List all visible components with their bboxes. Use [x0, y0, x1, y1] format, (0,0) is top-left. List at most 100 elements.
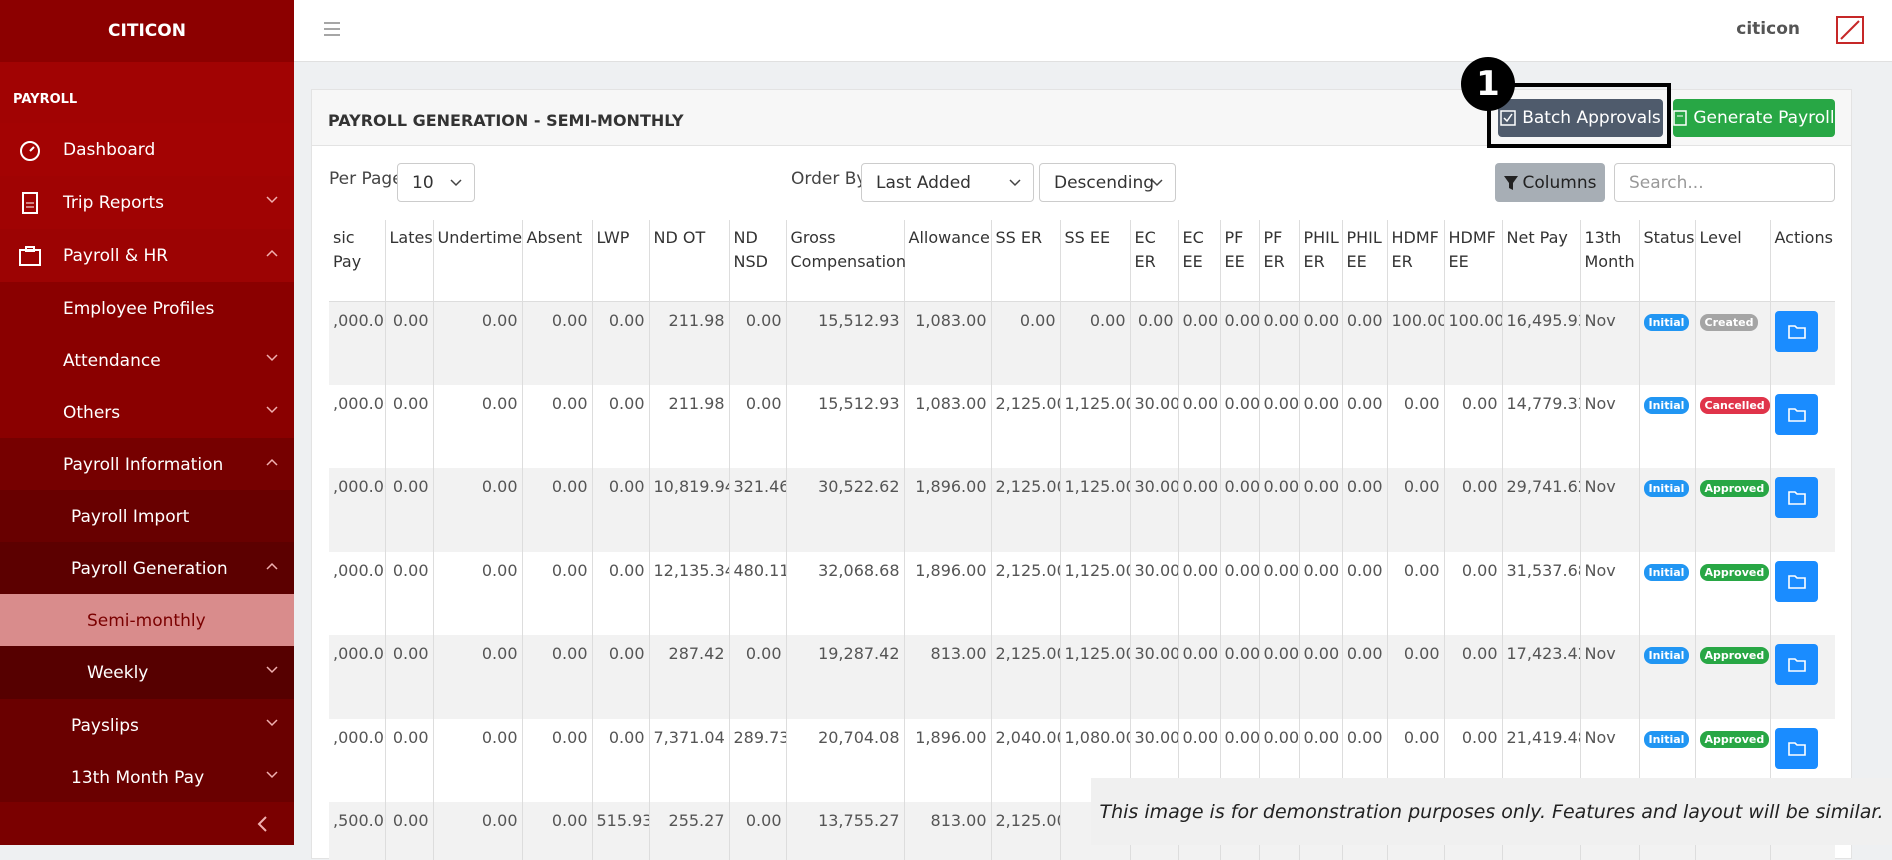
table-cell: 0.00	[521, 635, 592, 719]
brand[interactable]: CITICON	[0, 0, 294, 62]
table-cell: 13,755.27	[785, 802, 904, 860]
table-cell: ,000.00	[333, 393, 385, 413]
batch-approvals-button[interactable]: Batch Approvals	[1498, 99, 1663, 137]
table-cell: 0.00	[432, 551, 522, 635]
table-cell: 0.00	[1059, 301, 1130, 385]
nav-item[interactable]: Dashboard	[0, 123, 294, 176]
label: Employee Profiles	[63, 298, 215, 319]
open-button[interactable]	[1774, 560, 1818, 602]
table-cell: 0.00	[1177, 468, 1220, 552]
user-name[interactable]: citicon	[1736, 19, 1800, 39]
nav-item[interactable]: Payroll Generation	[0, 542, 294, 595]
level-badge: Approved	[1699, 730, 1770, 748]
table-cell: 2,125.00	[990, 635, 1060, 719]
table-cell: 0.00	[384, 551, 433, 635]
nav-item[interactable]: Payroll & HR	[0, 229, 294, 282]
placeholder: Search...	[1629, 172, 1704, 193]
table-cell: 15,512.93	[785, 301, 904, 385]
table-cell: 0.00	[1298, 635, 1342, 719]
chevron-up	[266, 249, 278, 257]
table-cell: 0.00	[728, 301, 786, 385]
nav-item[interactable]: Attendance	[0, 334, 294, 387]
table-cell: 0.00	[591, 468, 649, 552]
table-cell: 0.00	[521, 802, 592, 860]
sidebar: CITICON PAYROLL Dashboard Trip Reports P…	[0, 0, 294, 845]
status-badge: Initial	[1643, 563, 1690, 581]
table-cell: 1,125.00	[1059, 551, 1130, 635]
table-cell: 0.00	[1258, 301, 1299, 385]
table-cell: 0.00	[1258, 551, 1299, 635]
direction-select[interactable]: Descending	[1039, 163, 1176, 202]
table-cell: 0.00	[432, 718, 522, 802]
open-button[interactable]	[1774, 477, 1818, 518]
level-cell: Approved	[1694, 468, 1770, 552]
open-button[interactable]	[1774, 310, 1818, 352]
table-cell: 17,423.42	[1501, 635, 1580, 719]
table-cell: 0.00	[591, 635, 649, 719]
nav-item[interactable]: 13th Month Pay	[0, 751, 294, 804]
table-cell: 287.42	[648, 635, 729, 719]
table-cell: Nov	[1579, 301, 1639, 385]
status-badge: Initial	[1643, 480, 1690, 497]
level-badge: Approved	[1699, 480, 1770, 497]
column-header: sic Pay	[329, 220, 385, 302]
top-bar: citicon	[294, 0, 1892, 62]
label: Payroll & HR	[63, 245, 169, 266]
nav-item[interactable]: Weekly	[0, 646, 294, 699]
table-cell: Nov	[1579, 551, 1639, 635]
table-cell: 1,083.00	[903, 301, 991, 385]
open-button[interactable]	[1774, 393, 1818, 435]
table-cell: 2,125.00	[990, 802, 1060, 860]
nav-item[interactable]: Others	[0, 386, 294, 439]
table-cell: 0.00	[384, 468, 433, 552]
table-container: sic Pay Lates Undertime Absent LWP ND OT ND NS…	[329, 220, 1835, 860]
order-by-select[interactable]: Last Added	[861, 163, 1034, 202]
table-cell: 2,125.00	[990, 384, 1060, 468]
table-row: ,000.000.000.000.000.0012,135.34480.1132…	[329, 551, 1835, 635]
open-button[interactable]	[1774, 644, 1818, 685]
menu-toggle[interactable]	[324, 22, 340, 36]
column-header: ND NSD	[728, 220, 786, 302]
per-page-label: Per Page	[329, 169, 403, 189]
column-header: ND OT	[648, 220, 729, 302]
nav-item-active[interactable]: Semi-monthly	[0, 594, 294, 647]
column-header: HDMF ER	[1386, 220, 1444, 302]
folder-icon	[1787, 574, 1806, 589]
table-cell: 0.00	[1258, 384, 1299, 468]
level-cell: Approved	[1694, 635, 1770, 719]
table-cell: 12,135.34	[648, 551, 729, 635]
open-button[interactable]	[1774, 727, 1818, 769]
folder-icon	[1787, 407, 1806, 422]
nav-item[interactable]: Employee Profiles	[0, 282, 294, 335]
search-input[interactable]: Search...	[1614, 163, 1835, 202]
table-cell: 0.00	[1177, 301, 1220, 385]
folder-icon	[1787, 658, 1806, 672]
nav-item[interactable]: Payroll Information	[0, 438, 294, 491]
columns-button[interactable]: Columns	[1495, 163, 1605, 202]
user-avatar[interactable]	[1836, 16, 1864, 44]
table-cell: 2,040.00	[990, 718, 1060, 802]
actions-cell	[1769, 635, 1835, 719]
per-page-select[interactable]: 10	[397, 163, 475, 202]
nav-item[interactable]: Trip Reports	[0, 176, 294, 229]
nav-item[interactable]: Payroll Import	[0, 490, 294, 543]
table-cell: 0.00	[1341, 468, 1387, 552]
value: Last Added	[876, 172, 971, 193]
table-cell: Nov	[1579, 635, 1639, 719]
icon	[22, 192, 38, 214]
nav-item[interactable]: Payslips	[0, 699, 294, 752]
chevron-up	[266, 458, 278, 466]
table-cell: 0.00	[1258, 635, 1299, 719]
table-cell: 0.00	[1219, 551, 1259, 635]
table-cell: 0.00	[1386, 468, 1444, 552]
generate-payroll-button[interactable]: Generate Payroll	[1673, 99, 1835, 137]
chevron-down	[266, 406, 278, 414]
table-cell: 30.00	[1129, 468, 1178, 552]
table-cell: 1,125.00	[1059, 635, 1130, 719]
collapse-bar[interactable]	[0, 802, 294, 845]
table-cell: 30.00	[1129, 551, 1178, 635]
table-cell: 100.00	[1386, 301, 1444, 385]
caret	[1009, 179, 1021, 187]
table-cell: 0.00	[1386, 635, 1444, 719]
